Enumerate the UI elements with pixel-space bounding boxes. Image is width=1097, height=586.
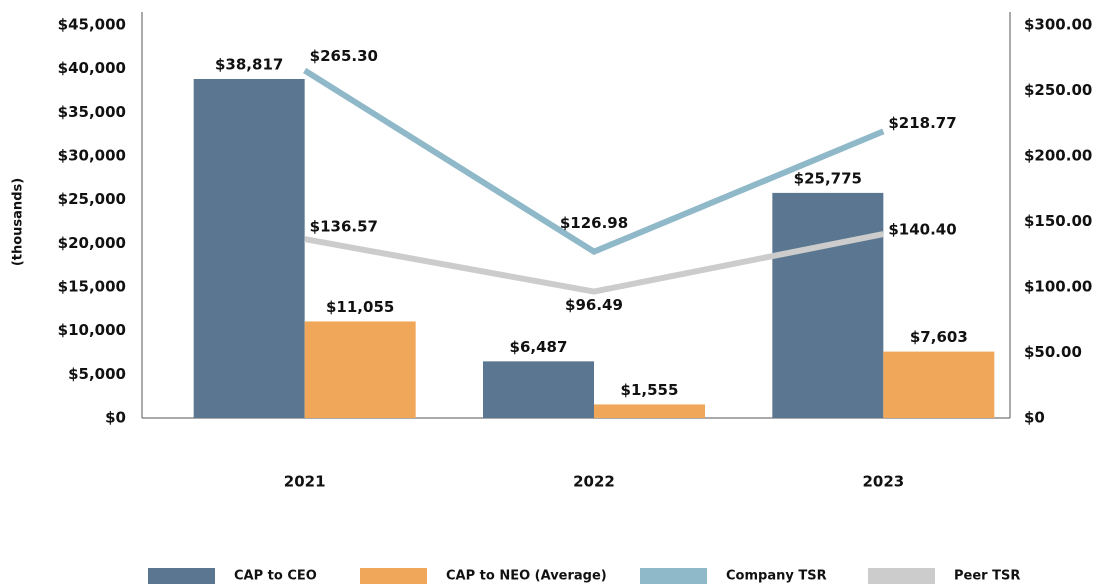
bar-value-label: $6,487 xyxy=(510,338,568,356)
y-tick-label: $45,000 xyxy=(58,16,126,34)
line-value-label: $96.49 xyxy=(565,296,623,314)
line-value-label: $140.40 xyxy=(888,221,956,239)
legend-swatch xyxy=(148,568,215,584)
y2-tick-label: $300.00 xyxy=(1024,16,1092,34)
x-tick-label: 2022 xyxy=(573,473,615,491)
bar-value-label: $1,555 xyxy=(621,381,679,399)
y2-tick-label: $200.00 xyxy=(1024,147,1092,165)
y2-tick-label: $250.00 xyxy=(1024,81,1092,99)
y2-tick-label: $150.00 xyxy=(1024,212,1092,230)
line xyxy=(303,67,885,256)
y-tick-label: $25,000 xyxy=(58,190,126,208)
legend-swatch xyxy=(640,568,707,584)
bar xyxy=(304,321,416,418)
y2-tick-label: $50.00 xyxy=(1024,343,1082,361)
line xyxy=(304,231,884,295)
bar xyxy=(594,404,705,418)
y-tick-label: $0 xyxy=(105,409,126,427)
line-value-label: $265.30 xyxy=(310,47,378,65)
bar-value-label: $38,817 xyxy=(215,55,283,73)
y-axis-label: (thousands) xyxy=(11,178,26,266)
bar-value-label: $25,775 xyxy=(794,169,862,187)
bar-value-label: $11,055 xyxy=(326,298,394,316)
legend-label: CAP to NEO (Average) xyxy=(446,569,607,584)
legend-swatch xyxy=(868,568,935,584)
y-tick-label: $35,000 xyxy=(58,103,126,121)
y-tick-label: $15,000 xyxy=(58,278,126,296)
y-tick-label: $10,000 xyxy=(58,321,126,339)
bar xyxy=(883,351,995,418)
legend-label: CAP to CEO xyxy=(234,569,317,584)
line-value-label: $136.57 xyxy=(310,218,378,236)
y-tick-label: $40,000 xyxy=(58,59,126,77)
line-value-label: $218.77 xyxy=(888,114,956,132)
x-tick-label: 2021 xyxy=(284,473,326,491)
x-tick-label: 2023 xyxy=(862,473,904,491)
y2-tick-label: $100.00 xyxy=(1024,278,1092,296)
bar-value-label: $7,603 xyxy=(910,328,968,346)
y-tick-label: $5,000 xyxy=(68,365,126,383)
bar xyxy=(193,78,305,418)
line-value-label: $126.98 xyxy=(560,214,628,232)
bar xyxy=(483,361,594,418)
legend-label: Company TSR xyxy=(726,569,827,584)
bar xyxy=(772,192,884,418)
y-tick-label: $20,000 xyxy=(58,234,126,252)
legend-label: Peer TSR xyxy=(954,569,1020,584)
legend-swatch xyxy=(360,568,427,584)
y2-tick-label: $0 xyxy=(1024,409,1045,427)
y-tick-label: $30,000 xyxy=(58,147,126,165)
